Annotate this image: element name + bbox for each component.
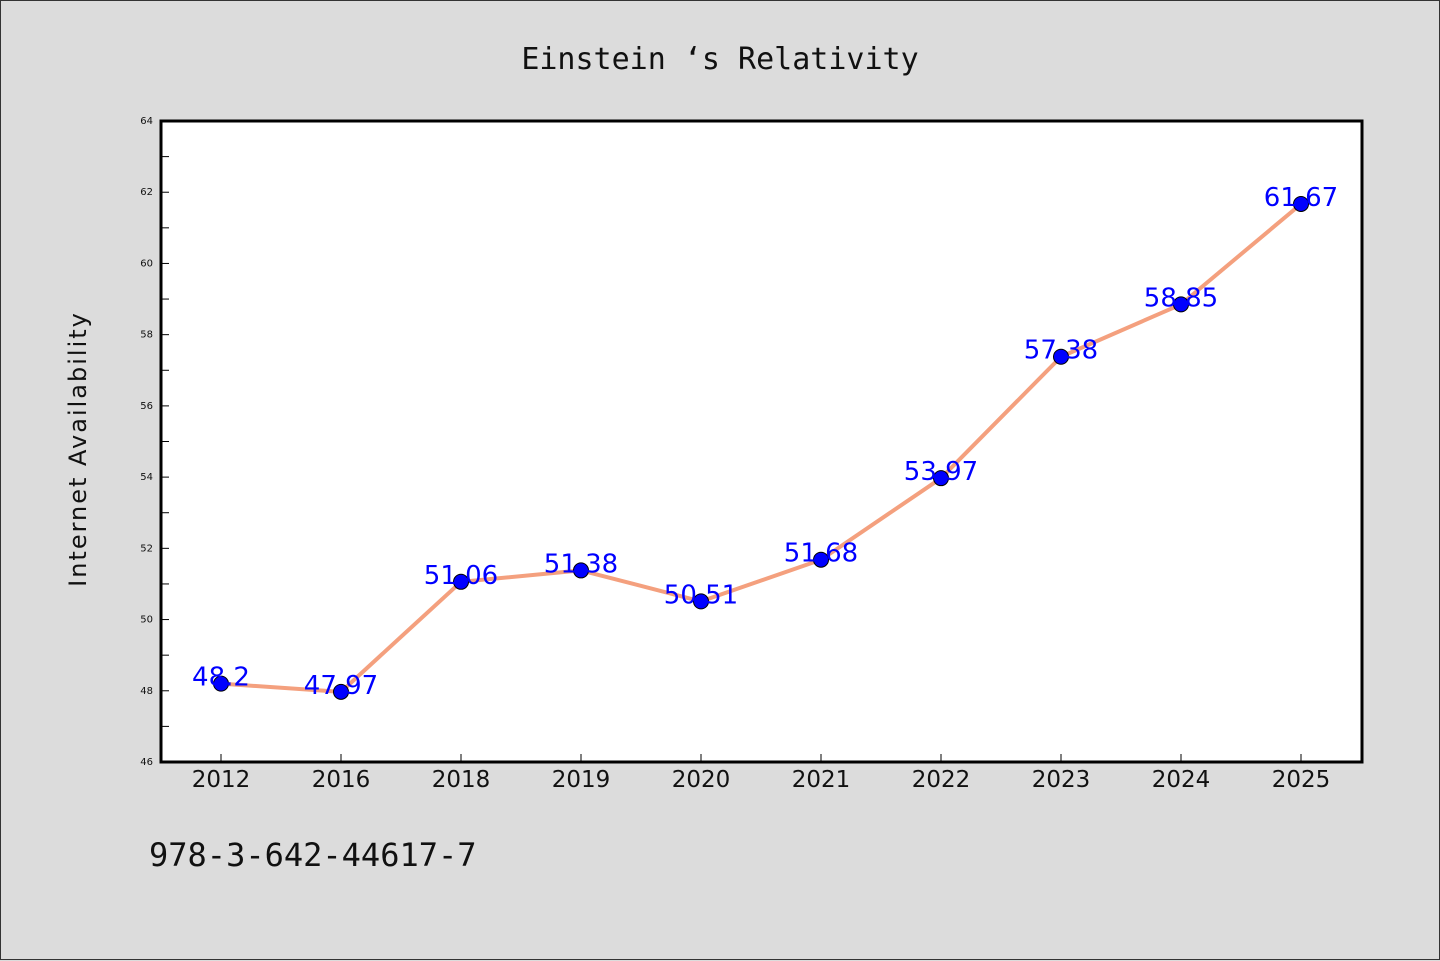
chart-title: Einstein ‘s Relativity: [521, 42, 918, 77]
data-point-marker: [933, 470, 949, 487]
y-tick-label: 52: [140, 543, 153, 554]
y-axis: 46 48 50 52 54 56 58 60 62 64: [140, 116, 169, 768]
data-label: 48.2: [192, 663, 250, 693]
data-label: 50.51: [664, 580, 738, 610]
series-line: [220, 202, 1303, 694]
data-point-marker: [573, 562, 589, 579]
y-tick-label: 54: [140, 472, 153, 483]
data-point-marker: [333, 683, 349, 700]
data-point-marker: [1173, 296, 1189, 313]
isbn-text: 978-3-642-44617-7: [149, 836, 477, 874]
data-point-marker: [693, 593, 709, 610]
x-tick-label: 2016: [312, 767, 371, 793]
x-tick-label: 2012: [192, 767, 251, 793]
y-tick-label: 62: [140, 187, 153, 198]
x-tick-label: 2025: [1272, 767, 1331, 793]
data-label: 47.97: [304, 671, 378, 701]
data-label: 58.85: [1144, 283, 1218, 313]
y-tick-label: 60: [140, 258, 153, 269]
y-tick-label: 58: [140, 330, 153, 341]
y-tick-label: 56: [140, 401, 153, 412]
data-point-marker: [453, 573, 469, 590]
data-labels: 48.2 47.97 51.06 51.38 50.51 51.68 53.97 57.38 5…: [192, 183, 1338, 701]
x-axis: 2012 2016 2018 2019 2020 2021 2022 2023 2024 2025: [192, 754, 1331, 793]
y-tick-label: 64: [140, 116, 153, 127]
y-axis-label: Internet Availability: [64, 311, 92, 587]
series-polyline: [220, 202, 1303, 694]
data-label: 51.06: [424, 561, 498, 591]
y-tick-label: 50: [140, 615, 153, 626]
x-tick-label: 2021: [792, 767, 851, 793]
data-label: 51.68: [784, 539, 858, 569]
data-point-marker: [1293, 195, 1309, 212]
data-point-marker: [213, 675, 229, 692]
plot-area: [159, 119, 1364, 764]
x-tick-label: 2019: [552, 767, 611, 793]
x-tick-label: 2024: [1152, 767, 1211, 793]
y-tick-label: 48: [140, 686, 153, 697]
x-tick-label: 2020: [672, 767, 731, 793]
x-tick-label: 2023: [1032, 767, 1091, 793]
data-label: 57.38: [1024, 336, 1098, 366]
x-tick-label: 2022: [912, 767, 971, 793]
data-point-marker: [813, 551, 829, 568]
data-label: 51.38: [544, 549, 618, 579]
data-label: 61.67: [1264, 183, 1338, 213]
data-label: 53.97: [904, 457, 978, 487]
data-points: [213, 195, 1309, 700]
data-point-marker: [1053, 348, 1069, 365]
y-tick-label: 46: [140, 757, 153, 768]
x-tick-label: 2018: [432, 767, 491, 793]
